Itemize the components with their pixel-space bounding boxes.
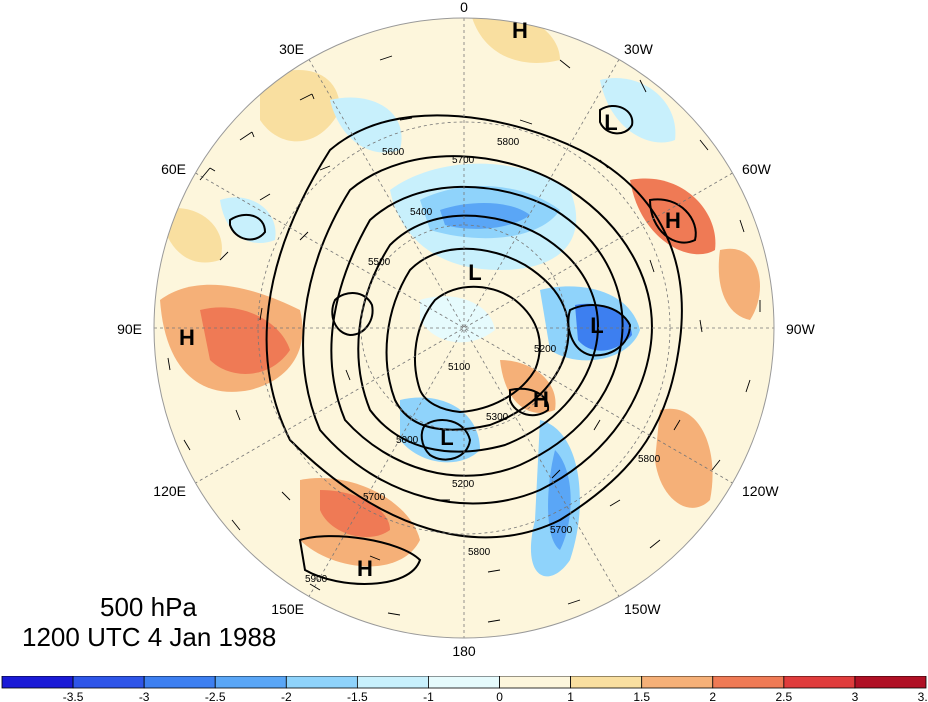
- contour-label: 5500: [368, 257, 391, 268]
- lon-label-120e: 120E: [153, 483, 186, 499]
- contour-label: 5400: [410, 207, 433, 218]
- colorbar-ticks: -3.5 -3 -2.5 -2 -1.5 -1 0 1 1.5 2 2.5 3 3.5: [63, 690, 928, 702]
- colorbar-tick-label: -2: [281, 690, 292, 702]
- lon-label-150e: 150E: [271, 601, 304, 617]
- contour-label: 5700: [452, 155, 475, 166]
- lon-label-90e: 90E: [117, 321, 142, 337]
- contour-label: 5800: [497, 137, 520, 148]
- contour-label: 5100: [448, 362, 471, 373]
- high-center: H: [665, 208, 681, 233]
- contour-label: 5800: [468, 547, 491, 558]
- contour-labels: 5800 5700 5600 5500 5400 5300 5200 5100 …: [305, 137, 661, 585]
- contour-label: 5000: [396, 435, 419, 446]
- colorbar: -3.5 -3 -2.5 -2 -1.5 -1 0 1 1.5 2 2.5 3 3.5: [1, 676, 928, 702]
- high-center: H: [357, 556, 373, 581]
- contour-label: 5200: [452, 479, 475, 490]
- colorbar-tick-label: -1.5: [347, 690, 368, 702]
- colorbar-boxes: [1, 676, 927, 689]
- colorbar-box: [570, 676, 643, 689]
- colorbar-box: [1, 676, 74, 689]
- colorbar-box: [143, 676, 216, 689]
- colorbar-box: [499, 676, 572, 689]
- longitude-labels: 0 30W 60W 90W 120W 150W 180 150E 120E 90…: [117, 0, 815, 659]
- lon-label-60w: 60W: [742, 161, 772, 177]
- lon-label-0: 0: [460, 0, 468, 15]
- lon-label-150w: 150W: [624, 601, 661, 617]
- wind-barbs: [167, 55, 761, 623]
- contour-label: 5700: [363, 492, 386, 503]
- colorbar-tick-label: -1: [423, 690, 434, 702]
- lon-label-30w: 30W: [624, 41, 654, 57]
- colorbar-tick-label: 3: [852, 690, 859, 702]
- polar-stereographic-map: 0 30W 60W 90W 120W 150W 180 150E 120E 90…: [117, 0, 815, 659]
- contour-label: 5600: [382, 147, 405, 158]
- pressure-center-labels: H L H L H L L H H: [179, 18, 681, 581]
- lon-label-60e: 60E: [161, 161, 186, 177]
- colorbar-tick-label: 1.5: [633, 690, 650, 702]
- low-center: L: [468, 260, 481, 285]
- low-center: L: [604, 110, 617, 135]
- colorbar-box: [72, 676, 145, 689]
- low-center: L: [590, 313, 603, 338]
- colorbar-box: [428, 676, 500, 689]
- graticule: [154, 18, 774, 638]
- colorbar-box: [712, 676, 785, 689]
- colorbar-box: [783, 676, 856, 689]
- geopotential-contours: [229, 105, 697, 585]
- colorbar-tick-label: 0: [496, 690, 503, 702]
- contour-label: 5200: [534, 344, 557, 355]
- colorbar-tick-label: -3.5: [63, 690, 84, 702]
- colorbar-box: [356, 676, 429, 689]
- high-center: H: [179, 325, 195, 350]
- title-level: 500 hPa: [100, 592, 197, 622]
- colorbar-box: [641, 676, 714, 689]
- lon-label-90w: 90W: [786, 321, 816, 337]
- high-center: H: [533, 387, 549, 412]
- colorbar-tick-label: -2.5: [205, 690, 226, 702]
- contour-label: 5900: [305, 574, 328, 585]
- lon-label-30e: 30E: [279, 41, 304, 57]
- colorbar-box: [854, 676, 927, 689]
- colorbar-tick-label: 2.5: [776, 690, 793, 702]
- lon-label-180: 180: [452, 643, 476, 659]
- map-boundary: [153, 17, 775, 639]
- low-center: L: [440, 425, 453, 450]
- contour-label: 5300: [486, 412, 509, 423]
- colorbar-box: [214, 676, 287, 689]
- colorbar-tick-label: 3.5: [918, 690, 928, 702]
- title-time: 1200 UTC 4 Jan 1988: [22, 622, 277, 652]
- colorbar-tick-label: -3: [139, 690, 150, 702]
- high-center: H: [512, 18, 528, 43]
- lon-label-120w: 120W: [742, 483, 779, 499]
- colorbar-tick-label: 2: [709, 690, 716, 702]
- contour-label: 5800: [638, 454, 661, 465]
- colorbar-box: [285, 676, 358, 689]
- colorbar-tick-label: 1: [567, 690, 574, 702]
- contour-label: 5700: [550, 525, 573, 536]
